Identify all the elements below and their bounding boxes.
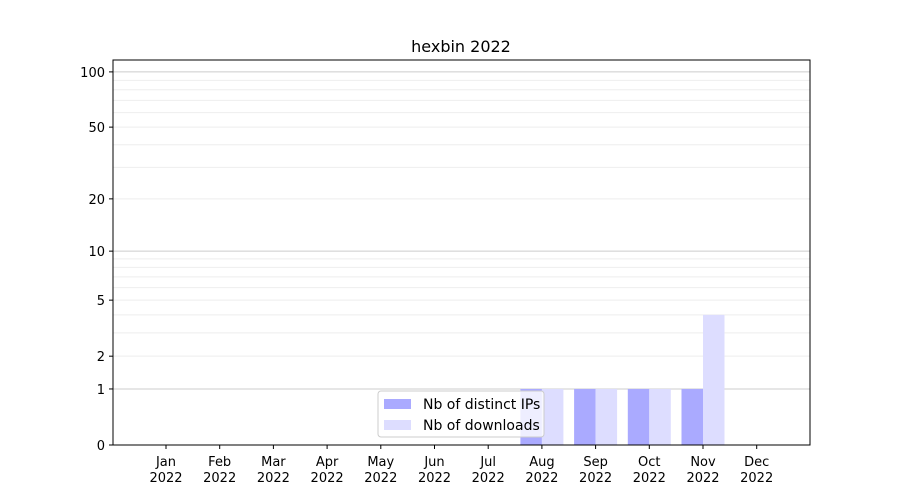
plot-frame [112,59,811,446]
x-tick-label-year: 2022 [579,471,612,486]
x-tick-label-month: Feb [208,455,231,470]
x-tick-label-year: 2022 [203,471,236,486]
x-tick-label-month: May [367,455,394,470]
y-tick-label: 1 [97,383,105,398]
bar-ips-sep [574,388,596,445]
legend: Nb of distinct IPs Nb of downloads [377,390,545,438]
x-tick-label-month: Mar [261,455,286,470]
y-axis: 0 1 2 5 10 20 50 100 [80,66,113,454]
chart-title: hexbin 2022 [411,37,511,56]
x-tick-label-month: Jul [479,455,496,470]
x-tick-label-year: 2022 [149,471,182,486]
x-axis: Jan2022Feb2022Mar2022Apr2022May2022Jun20… [149,445,773,486]
legend-label-downloads: Nb of downloads [423,418,540,434]
bar-downloads-sep [595,388,618,445]
x-tick-label-month: Sep [583,455,608,470]
x-tick-label-month: Aug [529,455,554,470]
y-tick-label: 20 [88,193,105,208]
x-tick-label-month: Dec [744,455,769,470]
bar-downloads-nov [703,314,725,445]
x-tick-label-month: Oct [638,455,660,470]
y-tick-label: 5 [97,294,105,309]
bar-downloads-aug [541,388,564,445]
x-tick-label-year: 2022 [311,471,344,486]
y-tick-label: 2 [97,350,105,365]
x-tick-label-year: 2022 [364,471,397,486]
y-tick-label: 0 [97,439,105,454]
x-tick-label-year: 2022 [633,471,666,486]
bars [520,314,725,445]
legend-box [377,390,545,438]
legend-label-ips: Nb of distinct IPs [423,397,540,413]
bar-downloads-oct [649,388,671,445]
x-tick-label-month: Apr [316,455,339,470]
y-tick-label: 10 [88,245,105,260]
x-tick-label-year: 2022 [686,471,719,486]
x-tick-label-year: 2022 [257,471,290,486]
x-tick-label-month: Jun [423,455,444,470]
x-tick-label-month: Jan [155,455,176,470]
x-tick-label-year: 2022 [418,471,451,486]
bar-ips-nov [681,388,703,445]
x-tick-label-year: 2022 [472,471,505,486]
y-tick-label: 100 [80,66,105,81]
y-tick-label: 50 [88,121,105,136]
bar-ips-oct [627,388,650,445]
legend-swatch-ips [384,399,411,409]
gridlines [113,71,810,390]
x-tick-label-year: 2022 [740,471,773,486]
x-tick-label-year: 2022 [525,471,558,486]
x-tick-label-month: Nov [690,455,716,470]
legend-swatch-downloads [384,420,411,430]
